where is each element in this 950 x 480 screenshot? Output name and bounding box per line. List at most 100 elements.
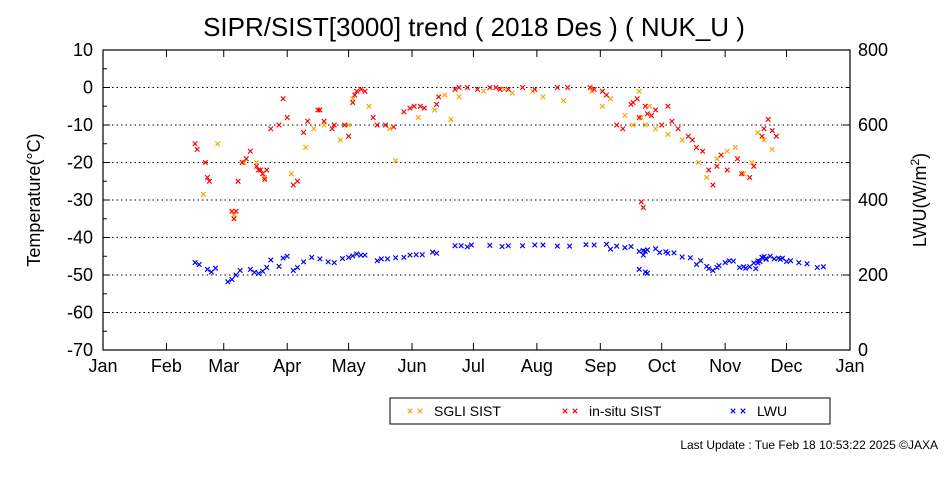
insitu-sist-point: [497, 86, 503, 93]
series-insitu-sist: [192, 84, 780, 222]
lwu-point: [331, 259, 337, 266]
sgli-sist-point: [337, 137, 344, 143]
lwu-point: [374, 258, 380, 264]
lwu-point: [233, 272, 239, 278]
lwu-point: [212, 265, 219, 271]
insitu-sist-point: [304, 118, 311, 124]
y-left-tick-label: -20: [67, 153, 93, 173]
insitu-sist-point: [505, 86, 511, 93]
lwu-point: [264, 264, 270, 271]
insitu-sist-point: [644, 111, 651, 117]
insitu-sist-point: [235, 178, 241, 184]
tick-layer: 100-10-20-30-40-50-60-708006004002000Jan…: [67, 40, 888, 376]
insitu-sist-point: [699, 148, 706, 154]
sgli-sist-point: [302, 144, 309, 151]
y-right-tick-label: 800: [858, 40, 888, 60]
lwu-point: [693, 261, 700, 268]
insitu-sist-point: [636, 114, 642, 121]
lwu-point: [671, 250, 677, 256]
insitu-sist-point: [738, 171, 745, 177]
y-right-axis-label-sup: 2: [908, 159, 922, 166]
insitu-sist-point: [204, 174, 211, 181]
lwu-point: [378, 256, 385, 262]
lwu-point: [290, 267, 297, 274]
lwu-point: [747, 264, 753, 270]
lwu-point: [644, 270, 651, 276]
x-tick-label: Sep: [584, 356, 616, 376]
insitu-sist-point: [652, 107, 659, 113]
legend-items: SGLI SIST in-situ SIST LWU: [407, 403, 787, 419]
lwu-point: [532, 242, 538, 248]
sgli-sist-point: [480, 88, 487, 94]
x-tick-label: Jan: [835, 356, 864, 376]
insitu-sist-point: [587, 84, 593, 91]
lwu-point: [722, 259, 728, 266]
lwu-point: [716, 262, 722, 269]
lwu-point: [354, 251, 360, 257]
lwu-point: [345, 254, 352, 261]
lwu-point: [401, 254, 407, 261]
insitu-sist-point: [693, 144, 700, 151]
insitu-sist-point: [417, 103, 423, 109]
legend-marker: [417, 408, 423, 414]
insitu-sist-point: [341, 122, 348, 128]
insitu-sist-point: [331, 122, 337, 128]
insitu-sist-point: [362, 88, 368, 94]
lwu-point: [603, 241, 610, 247]
insitu-sist-point: [634, 96, 640, 102]
lwu-point: [767, 253, 773, 259]
lwu-point: [362, 252, 368, 258]
insitu-sist-point: [345, 133, 352, 139]
insitu-sist-point: [321, 118, 327, 124]
lwu-point: [229, 276, 235, 283]
insitu-sist-point: [706, 167, 712, 173]
insitu-sist-point: [352, 92, 358, 98]
y-left-tick-label: -10: [67, 115, 93, 135]
insitu-sist-point: [284, 114, 290, 121]
insitu-sist-point: [761, 126, 767, 132]
y-left-tick-label: 10: [73, 40, 93, 60]
lwu-point: [640, 252, 646, 258]
lwu-point: [706, 265, 712, 272]
lwu-point: [636, 266, 642, 273]
sgli-sist-point: [749, 159, 755, 166]
lwu-point: [294, 264, 301, 271]
lwu-point: [751, 260, 757, 266]
lwu-point: [407, 252, 413, 258]
lwu-point: [742, 265, 749, 271]
lwu-point: [247, 266, 254, 273]
series-lwu: [192, 241, 827, 285]
lwu-point: [325, 259, 331, 265]
lwu-point: [710, 267, 716, 274]
insitu-sist-point: [206, 178, 213, 184]
insitu-sist-point: [640, 204, 646, 211]
lwu-point: [452, 243, 458, 249]
insitu-sist-point: [759, 133, 765, 139]
lwu-point: [628, 243, 634, 250]
sgli-sist-point: [638, 114, 644, 121]
insitu-sist-point: [239, 159, 245, 166]
insitu-sist-point: [519, 84, 526, 91]
sgli-sist-point: [311, 126, 317, 132]
sgli-sist-point: [714, 156, 720, 162]
lwu-point: [259, 268, 266, 274]
lwu-point: [820, 264, 827, 270]
insitu-sist-point: [620, 126, 626, 132]
legend-label: LWU: [757, 403, 787, 419]
insitu-sist-point: [317, 107, 323, 113]
sgli-sist-point: [386, 126, 393, 132]
insitu-sist-point: [349, 99, 356, 106]
sgli-sist-point: [456, 94, 462, 100]
insitu-sist-point: [407, 105, 413, 111]
insitu-sist-point: [382, 122, 389, 128]
lwu-point: [814, 264, 820, 271]
insitu-sist-point: [253, 163, 260, 169]
sgli-sist-point: [431, 107, 438, 113]
insitu-sist-point: [294, 178, 301, 184]
lwu-point: [255, 270, 262, 277]
y-right-tick-label: 200: [858, 265, 888, 285]
y-left-axis-label: Temperature(°C): [24, 133, 44, 266]
x-tick-label: Nov: [709, 356, 741, 376]
x-tick-label: Mar: [208, 356, 239, 376]
insitu-sist-point: [411, 103, 417, 109]
